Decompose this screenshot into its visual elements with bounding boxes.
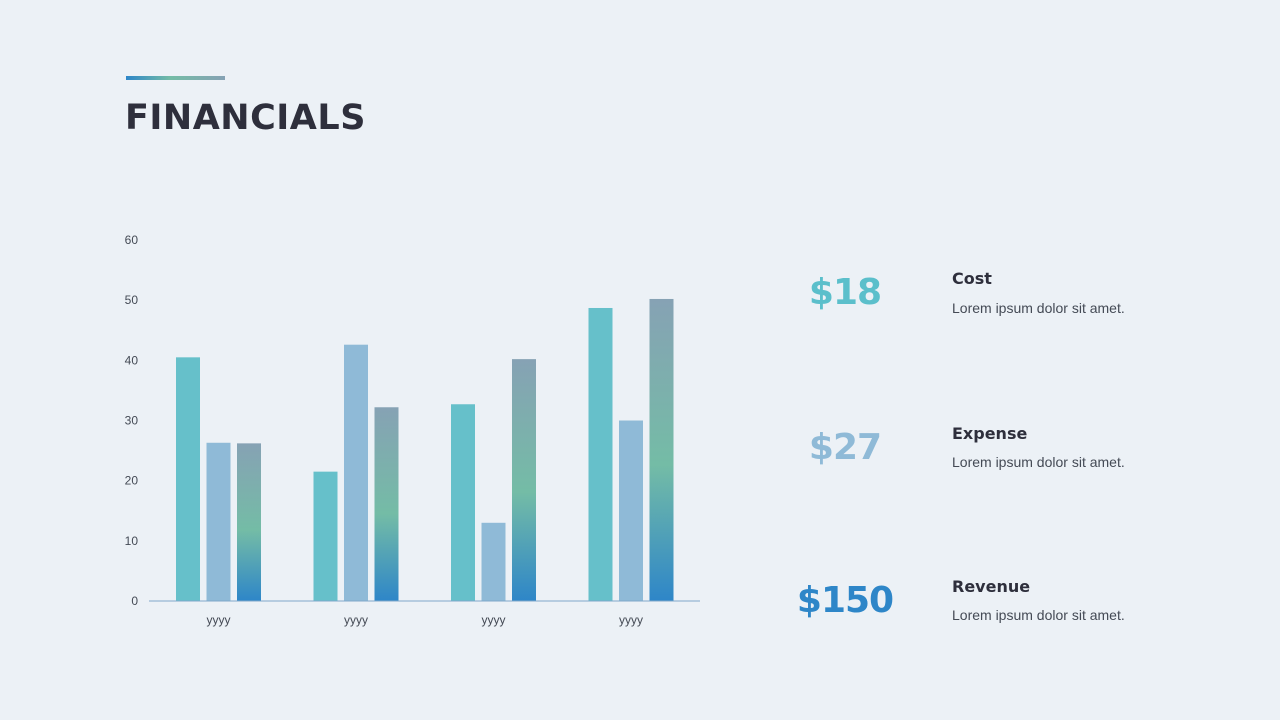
bar-series-3 (237, 443, 261, 601)
y-tick-label: 40 (125, 353, 139, 367)
bar-series-3 (512, 359, 536, 601)
x-tick-label: yyyy (207, 613, 231, 627)
bar-series-1 (313, 471, 338, 601)
bar-series-2 (344, 344, 368, 601)
y-tick-label: 20 (125, 474, 139, 488)
stat-cost-description: Lorem ipsum dolor sit amet. (952, 300, 1125, 316)
x-tick-label: yyyy (482, 613, 506, 627)
stat-revenue-description: Lorem ipsum dolor sit amet. (952, 607, 1125, 623)
stat-expense-label: Expense (952, 424, 1028, 443)
bar-series-2 (481, 522, 506, 601)
x-tick-label: yyyy (344, 613, 368, 627)
x-tick-label: yyyy (619, 613, 643, 627)
bar-series-2 (206, 442, 231, 601)
y-tick-label: 60 (125, 233, 139, 247)
y-tick-label: 10 (125, 534, 139, 548)
title-accent-line (126, 76, 225, 80)
y-tick-label: 30 (125, 414, 139, 428)
bar-series-1 (451, 404, 475, 601)
bar-series-3 (374, 407, 399, 601)
stat-cost-label: Cost (952, 269, 992, 288)
bar-series-1 (176, 357, 200, 601)
stat-expense-value: $27 (808, 427, 882, 468)
bar-series-3 (649, 298, 674, 601)
stat-expense-description: Lorem ipsum dolor sit amet. (952, 454, 1125, 470)
y-tick-label: 50 (125, 293, 139, 307)
page-title: FINANCIALS (125, 98, 366, 138)
stat-revenue-value: $150 (796, 580, 894, 621)
y-tick-label: 0 (131, 594, 138, 608)
stat-cost-value: $18 (808, 272, 882, 313)
stat-revenue-label: Revenue (952, 577, 1031, 596)
bar-series-1 (588, 307, 613, 601)
bar-series-2 (619, 420, 643, 601)
